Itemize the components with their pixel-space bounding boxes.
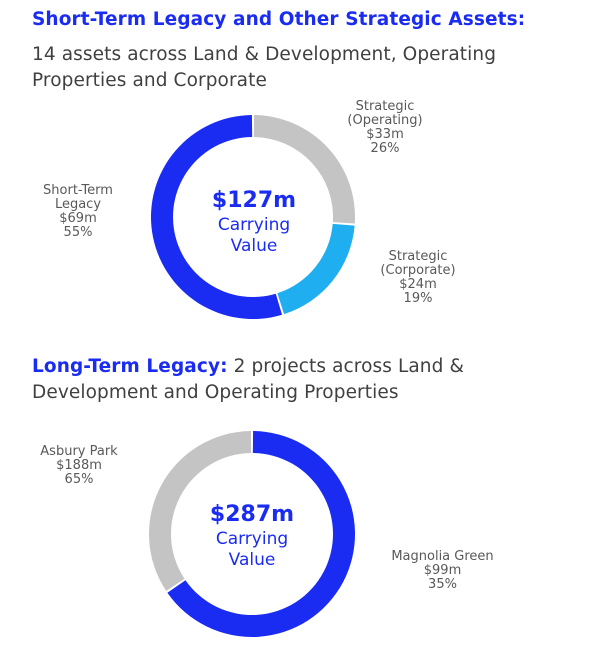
donut1-center-value: $127m [211, 188, 297, 213]
donut2-center-label-line1: Carrying [215, 529, 289, 549]
label-value: $99m [423, 563, 462, 578]
label-pct: 35% [428, 577, 457, 592]
section1-subtitle-line1: 14 assets across Land & Development, Ope… [32, 44, 497, 65]
label-magnolia-green: Magnolia Green $99m 35% [370, 550, 515, 592]
donut1-center-label-line1: Carrying [217, 215, 291, 235]
label-strategic-corporate: Strategic (Corporate) $24m 19% [363, 250, 473, 306]
label-value: $188m [56, 458, 102, 473]
section1-title: Short-Term Legacy and Other Strategic As… [32, 9, 526, 30]
label-name-line1: Short-Term [43, 183, 113, 198]
section1-subtitle-line2: Properties and Corporate [32, 70, 267, 91]
donut2-center-label-line2: Value [228, 550, 276, 570]
label-pct: 65% [64, 472, 94, 487]
label-value: $24m [399, 277, 437, 292]
label-name-line1: Strategic [388, 249, 448, 264]
donut1-center: $127m Carrying Value [174, 187, 334, 257]
donut2-center-value: $287m [209, 502, 295, 527]
label-short-term-legacy: Short-Term Legacy $69m 55% [28, 184, 128, 240]
section2-subtitle-line1: 2 projects across Land & [227, 356, 464, 377]
section2-title: Long-Term Legacy: 2 projects across Land… [32, 354, 464, 406]
label-name-line1: Strategic [355, 99, 415, 114]
section1-subtitle: 14 assets across Land & Development, Ope… [32, 42, 496, 94]
donut1-slice-short-term-legacy [151, 115, 283, 320]
label-name-line2: (Corporate) [380, 263, 456, 278]
label-asbury-park: Asbury Park $188m 65% [34, 445, 124, 487]
label-name-line2: (Operating) [347, 113, 423, 128]
donut1-slice-strategic-corporate [277, 223, 355, 315]
label-strategic-operating: Strategic (Operating) $33m 26% [335, 100, 435, 156]
donut1-slice-strategic-operating [253, 115, 355, 224]
label-pct: 26% [370, 141, 400, 156]
label-name-line1: Magnolia Green [391, 549, 494, 564]
section2-subtitle-line2: Development and Operating Properties [32, 382, 399, 403]
donut2-slice-magnolia-green [149, 431, 252, 591]
donut1-center-label-line2: Value [230, 236, 278, 256]
donut2-center: $287m Carrying Value [172, 501, 332, 571]
label-name-line2: Legacy [54, 197, 102, 212]
label-pct: 19% [403, 291, 433, 306]
label-value: $69m [59, 211, 97, 226]
section2-title-bold: Long-Term Legacy: [32, 356, 228, 377]
label-value: $33m [366, 127, 404, 142]
label-pct: 55% [63, 225, 93, 240]
label-name-line1: Asbury Park [40, 444, 118, 459]
